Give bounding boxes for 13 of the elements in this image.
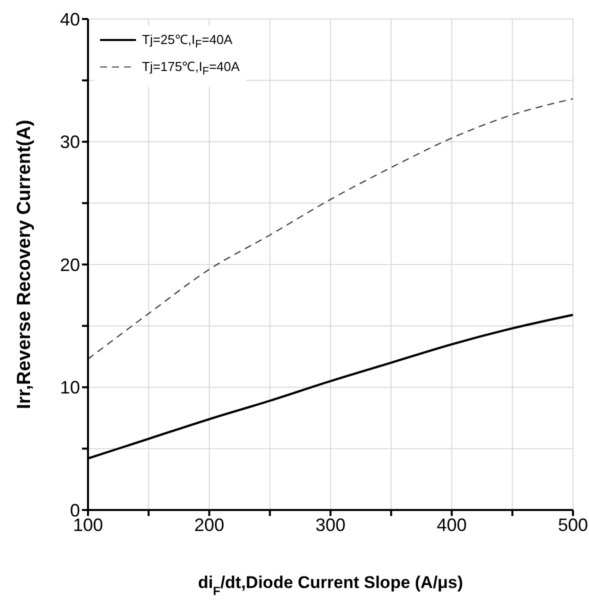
x-tick-label: 300 (315, 514, 346, 535)
x-tick-label: 200 (194, 514, 224, 535)
legend-label: Tj=175℃,I$_{F}$=40A (142, 58, 240, 78)
y-tick-label: 20 (60, 254, 80, 275)
x-axis-title: di$_{F}$/dt,Diode Current Slope (A/μs) (198, 573, 464, 598)
x-tick-label: 400 (436, 514, 467, 535)
y-axis-title: Irr,Reverse Recovery Current(A) (14, 120, 35, 410)
y-tick-label: 40 (60, 9, 80, 30)
y-tick-label: 30 (60, 132, 80, 152)
x-tick-label: 500 (558, 514, 588, 535)
y-tick-label: 10 (60, 378, 80, 398)
line-series (88, 98, 573, 360)
legend-label: Tj=25℃,I$_{F}$=40A (142, 31, 232, 51)
